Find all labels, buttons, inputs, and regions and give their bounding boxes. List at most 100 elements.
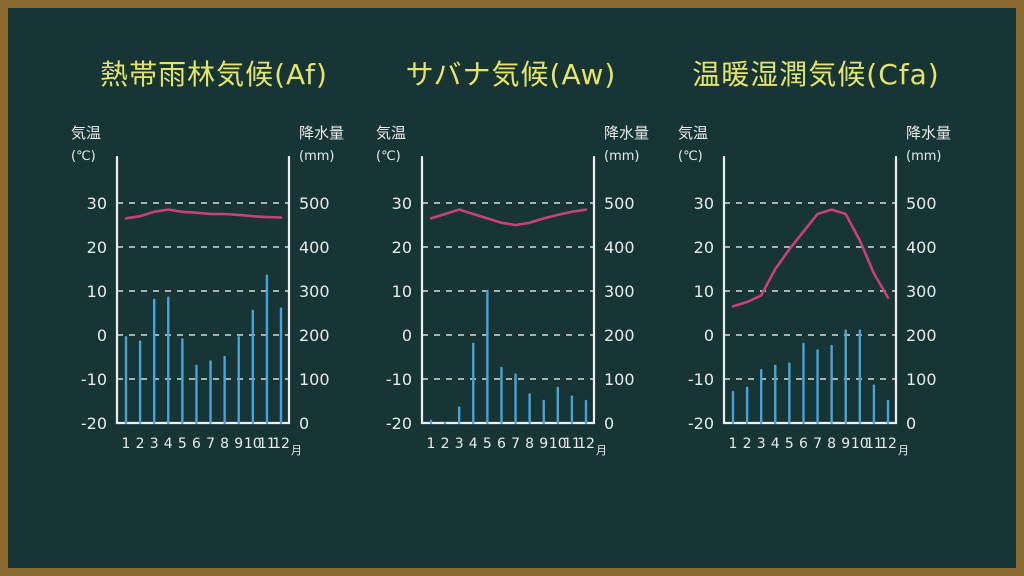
month-label: 12 (272, 436, 290, 452)
temperature-line (124, 208, 283, 220)
month-suffix: 月 (291, 444, 302, 457)
temp-tick-label: 30 (87, 194, 107, 213)
temp-tick-label: 20 (87, 238, 107, 257)
chalkboard: 熱帯雨林気候(Af) 気温 (℃) 降水量 (mm) 30 20 10 0 -10 -20 500 40… (8, 8, 1016, 568)
right-axis-unit: (mm) (906, 149, 941, 164)
month-label: 6 (497, 436, 506, 452)
axis-frame (722, 155, 898, 425)
month-label: 5 (483, 436, 492, 452)
temp-tick-label: 20 (694, 238, 714, 257)
month-label: 3 (150, 436, 159, 452)
temp-tick-label: 20 (392, 238, 412, 257)
temp-tick-label: 10 (87, 282, 107, 301)
month-label: 4 (164, 436, 173, 452)
month-label: 6 (799, 436, 808, 452)
precip-tick-label: 300 (906, 282, 937, 301)
temp-tick-label: 10 (694, 282, 714, 301)
left-axis-label: 気温 (376, 124, 406, 142)
month-label: 8 (220, 436, 229, 452)
precip-tick-label: 0 (906, 414, 916, 433)
month-label: 11 (865, 436, 883, 452)
month-label: 9 (841, 436, 850, 452)
temp-tick-label: -10 (688, 370, 714, 389)
month-label: 5 (785, 436, 794, 452)
chart-title: 熱帯雨林気候(Af) (100, 58, 328, 91)
month-label: 2 (136, 436, 145, 452)
precip-tick-label: 400 (604, 238, 635, 257)
temp-tick-label: 0 (402, 326, 412, 345)
temp-tick-label: 30 (694, 194, 714, 213)
temp-tick-label: -10 (81, 370, 107, 389)
temperature-line (429, 208, 588, 227)
precip-tick-label: 200 (906, 326, 937, 345)
month-label: 12 (879, 436, 897, 452)
right-axis-label: 降水量 (906, 124, 951, 142)
temp-tick-label: -10 (386, 370, 412, 389)
temp-tick-label: -20 (81, 414, 107, 433)
precip-tick-label: 200 (604, 326, 635, 345)
month-suffix: 月 (596, 444, 607, 457)
month-label: 2 (743, 436, 752, 452)
precip-tick-label: 100 (299, 370, 330, 389)
precip-tick-label: 100 (604, 370, 635, 389)
month-label: 1 (729, 436, 738, 452)
chart-title: サバナ気候(Aw) (406, 58, 617, 91)
axis-frame (115, 155, 291, 425)
left-axis-label: 気温 (71, 124, 101, 142)
month-label: 10 (549, 436, 567, 452)
temp-tick-label: -20 (688, 414, 714, 433)
month-label: 3 (455, 436, 464, 452)
month-label: 1 (122, 436, 131, 452)
month-label: 11 (258, 436, 276, 452)
month-label: 6 (192, 436, 201, 452)
temp-tick-label: 10 (392, 282, 412, 301)
precip-tick-label: 0 (604, 414, 614, 433)
right-axis-unit: (mm) (299, 149, 334, 164)
month-label: 3 (757, 436, 766, 452)
temp-tick-label: 0 (97, 326, 107, 345)
left-axis-label: 気温 (678, 124, 708, 142)
precip-tick-label: 400 (906, 238, 937, 257)
month-label: 2 (441, 436, 450, 452)
axis-frame (420, 155, 596, 425)
precip-tick-label: 300 (299, 282, 330, 301)
month-label: 9 (234, 436, 243, 452)
left-axis-unit: (℃) (678, 149, 703, 164)
precip-tick-label: 500 (906, 194, 937, 213)
month-label: 7 (511, 436, 520, 452)
precip-tick-label: 500 (299, 194, 330, 213)
month-label: 5 (178, 436, 187, 452)
month-label: 11 (563, 436, 581, 452)
precip-tick-label: 500 (604, 194, 635, 213)
month-label: 10 (851, 436, 869, 452)
temp-tick-label: -20 (386, 414, 412, 433)
left-axis-unit: (℃) (71, 149, 96, 164)
climate-chart-1: 熱帯雨林気候(Af)気温(℃)降水量(mm)3020100-10-2050040… (71, 58, 344, 457)
month-label: 4 (771, 436, 780, 452)
precip-tick-label: 100 (906, 370, 937, 389)
climate-chart-3: 温暖湿潤気候(Cfa)気温(℃)降水量(mm)3020100-10-205004… (678, 58, 951, 457)
precip-tick-label: 400 (299, 238, 330, 257)
right-axis-unit: (mm) (604, 149, 639, 164)
month-label: 1 (427, 436, 436, 452)
month-label: 10 (244, 436, 262, 452)
month-label: 8 (827, 436, 836, 452)
month-suffix: 月 (898, 444, 909, 457)
climate-chart-2: サバナ気候(Aw)気温(℃)降水量(mm)3020100-10-20500400… (376, 58, 649, 457)
precip-tick-label: 300 (604, 282, 635, 301)
right-axis-label: 降水量 (299, 124, 344, 142)
month-label: 8 (525, 436, 534, 452)
month-label: 4 (469, 436, 478, 452)
temperature-line (731, 208, 890, 308)
month-label: 9 (539, 436, 548, 452)
month-label: 7 (813, 436, 822, 452)
climate-charts: 熱帯雨林気候(Af)気温(℃)降水量(mm)3020100-10-2050040… (71, 58, 951, 457)
temp-tick-label: 0 (704, 326, 714, 345)
month-label: 7 (206, 436, 215, 452)
right-axis-label: 降水量 (604, 124, 649, 142)
month-label: 12 (577, 436, 595, 452)
chart-title: 温暖湿潤気候(Cfa) (692, 58, 939, 91)
precip-tick-label: 0 (299, 414, 309, 433)
left-axis-unit: (℃) (376, 149, 401, 164)
temp-tick-label: 30 (392, 194, 412, 213)
